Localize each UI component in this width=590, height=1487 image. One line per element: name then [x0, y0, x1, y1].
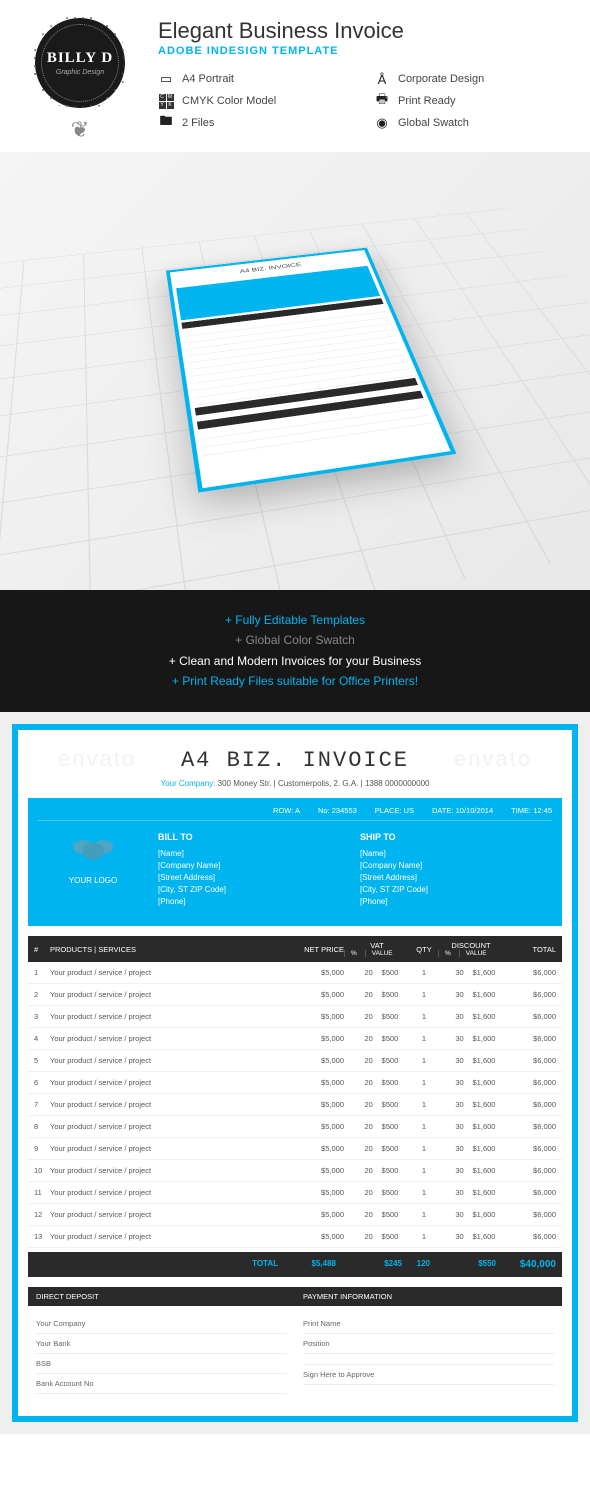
bullet-list: + Fully Editable Templates + Global Colo…	[0, 590, 590, 712]
payment-header: DIRECT DEPOSITPAYMENT INFORMATION	[28, 1287, 562, 1306]
swatch-icon: ◉	[374, 115, 390, 131]
table-row: 10Your product / service / project$5,000…	[28, 1160, 562, 1182]
ship-to: SHIP TO [Name][Company Name][Street Addr…	[360, 831, 552, 909]
feature-item: CMYKCMYK Color Model	[158, 93, 354, 109]
bullet-item: + Fully Editable Templates	[20, 610, 570, 630]
bullet-item: + Print Ready Files suitable for Office …	[20, 671, 570, 691]
brain-icon	[68, 831, 118, 871]
table-row: 5Your product / service / project$5,0002…	[28, 1050, 562, 1072]
folder-icon: 🖿	[158, 115, 174, 131]
product-title: Elegant Business Invoice	[158, 18, 570, 44]
invoice-header-block: ROW: ANo: 234553PLACE: USDATE: 10/10/201…	[28, 798, 562, 927]
signature-col: Print NamePositionSign Here to Approve	[295, 1306, 562, 1402]
invoice-table: # PRODUCTS | SERVICES NET PRICE VAT%VALU…	[28, 936, 562, 1277]
cmyk-icon: CMYK	[158, 93, 174, 109]
invoice-title: A4 BIZ. INVOICE	[18, 730, 572, 779]
page-icon: ▭	[158, 71, 174, 87]
compass-icon: Å	[374, 71, 390, 87]
printer-icon: 🖶	[374, 93, 390, 109]
table-header: # PRODUCTS | SERVICES NET PRICE VAT%VALU…	[28, 936, 562, 962]
mockup-panel: A4 BIZ. INVOICE	[0, 152, 590, 590]
feature-item: ◉Global Swatch	[374, 115, 570, 131]
bill-to: BILL TO [Name][Company Name][Street Addr…	[158, 831, 350, 909]
meta-row: ROW: ANo: 234553PLACE: USDATE: 10/10/201…	[38, 806, 552, 821]
table-row: 9Your product / service / project$5,0002…	[28, 1138, 562, 1160]
feature-item: ▭A4 Portrait	[158, 71, 354, 87]
table-row: 13Your product / service / project$5,000…	[28, 1226, 562, 1248]
brand-badge: BILLY D Graphic Design ❦	[20, 18, 140, 138]
table-row: 7Your product / service / project$5,0002…	[28, 1094, 562, 1116]
payment-body: Your CompanyYour BankBSBBank Account No …	[28, 1306, 562, 1402]
table-row: 1Your product / service / project$5,0002…	[28, 962, 562, 984]
table-row: 11Your product / service / project$5,000…	[28, 1182, 562, 1204]
feature-item: 🖶Print Ready	[374, 93, 570, 109]
table-row: 2Your product / service / project$5,0002…	[28, 984, 562, 1006]
ornament-icon: ❦	[71, 117, 89, 143]
table-row: 3Your product / service / project$5,0002…	[28, 1006, 562, 1028]
table-row: 8Your product / service / project$5,0002…	[28, 1116, 562, 1138]
deposit-col: Your CompanyYour BankBSBBank Account No	[28, 1306, 295, 1402]
bullet-item: + Global Color Swatch	[20, 630, 570, 650]
logo-placeholder: YOUR LOGO	[38, 831, 148, 909]
company-line: Your Company: 300 Money Str. | Customerp…	[18, 779, 572, 798]
feature-item: ÅCorporate Design	[374, 71, 570, 87]
invoice-preview: envato envato A4 BIZ. INVOICE Your Compa…	[0, 712, 590, 1435]
feature-item: 🖿2 Files	[158, 115, 354, 131]
table-row: 6Your product / service / project$5,0002…	[28, 1072, 562, 1094]
totals-row: TOTAL $5,488 $245 120 $550 $40,000	[28, 1252, 562, 1277]
table-row: 4Your product / service / project$5,0002…	[28, 1028, 562, 1050]
feature-grid: ▭A4 Portrait ÅCorporate Design CMYKCMYK …	[158, 71, 570, 131]
table-row: 12Your product / service / project$5,000…	[28, 1204, 562, 1226]
product-header: BILLY D Graphic Design ❦ Elegant Busines…	[0, 0, 590, 152]
product-subtitle: ADOBE INDESIGN TEMPLATE	[158, 45, 570, 57]
bullet-item: + Clean and Modern Invoices for your Bus…	[20, 651, 570, 671]
